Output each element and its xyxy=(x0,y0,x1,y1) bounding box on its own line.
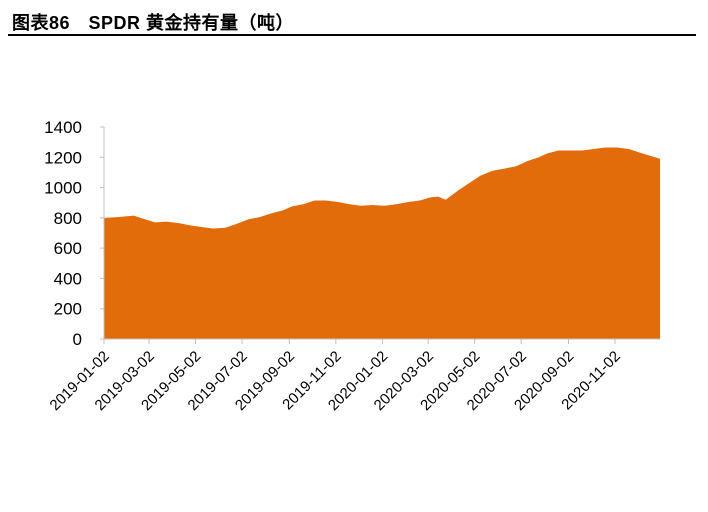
plot-area xyxy=(104,147,660,339)
y-tick-label: 1200 xyxy=(44,148,82,167)
figure-title: 图表86 SPDR 黄金持有量（吨） xyxy=(12,13,295,33)
area-series-0 xyxy=(104,147,660,339)
y-tick-label: 600 xyxy=(54,239,82,258)
y-tick-label: 200 xyxy=(54,300,82,319)
y-tick-label: 1400 xyxy=(44,118,82,137)
y-axis: 0 200 400 600 800 1000 1200 1400 xyxy=(44,118,105,349)
figure-header: 图表86 SPDR 黄金持有量（吨） xyxy=(8,4,696,36)
y-tick-label: 400 xyxy=(54,269,82,288)
y-tick-label: 0 xyxy=(73,330,82,349)
y-tick-label: 1000 xyxy=(44,179,82,198)
y-tick-label: 800 xyxy=(54,209,82,228)
x-axis: 2019-01-022019-03-022019-05-022019-07-02… xyxy=(47,338,660,414)
